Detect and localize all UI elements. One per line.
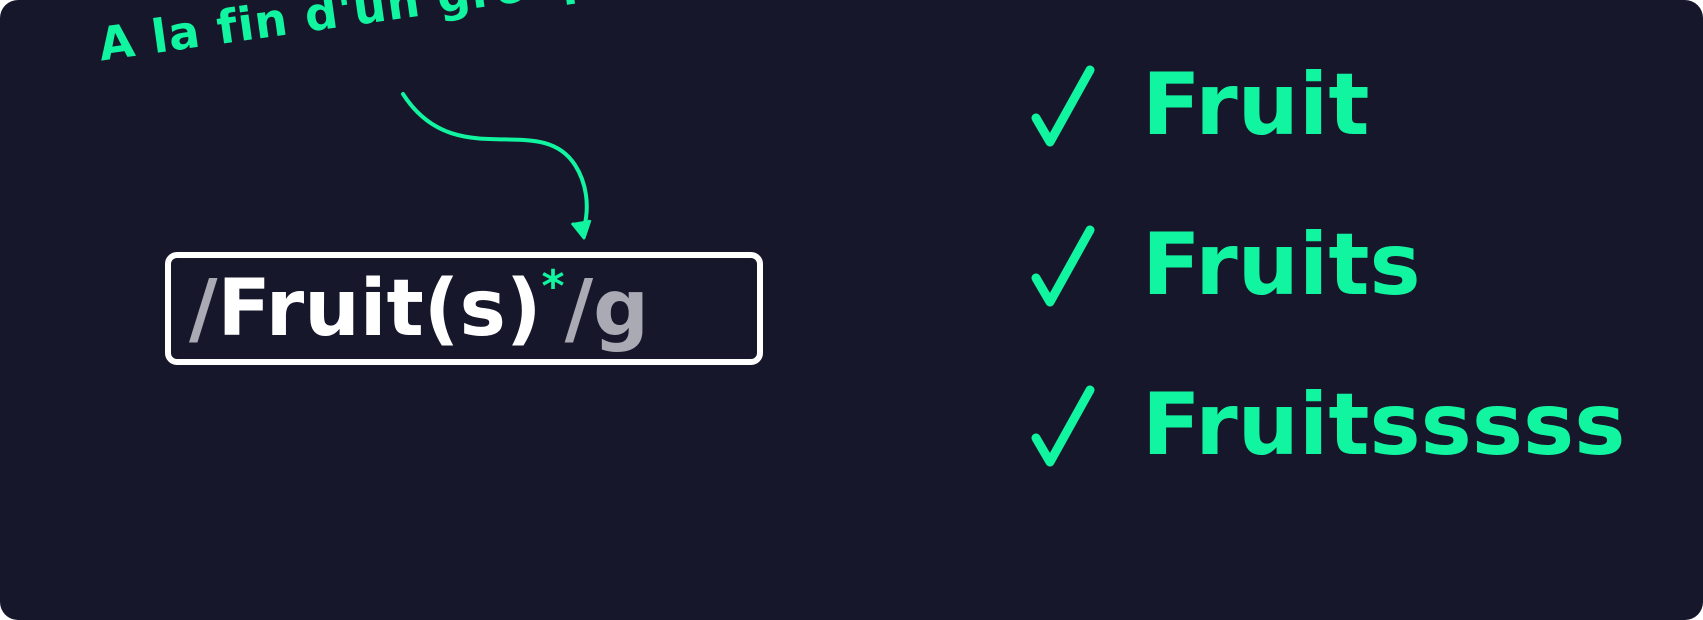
match-text: Fruitsssss xyxy=(1142,375,1626,475)
regex-close-slash: / xyxy=(564,263,594,354)
match-item: Fruits xyxy=(1030,222,1670,308)
match-text: Fruits xyxy=(1142,215,1421,315)
match-text: Fruit xyxy=(1142,55,1370,155)
regex-expression-box: / Fruit(s) * / g xyxy=(165,252,763,365)
regex-open-slash: / xyxy=(189,263,218,354)
regex-quantifier: * xyxy=(541,260,565,312)
check-icon xyxy=(1031,65,1095,147)
regex-pattern: Fruit(s) xyxy=(217,263,542,354)
match-list: Fruit Fruits Fruitsssss xyxy=(1030,62,1670,542)
arrow-head-icon xyxy=(570,219,592,240)
match-item: Fruit xyxy=(1030,62,1670,148)
check-icon xyxy=(1031,225,1095,307)
match-item: Fruitsssss xyxy=(1030,382,1670,468)
arrow-curve xyxy=(401,92,589,230)
annotation-label: A la fin d'un groupe xyxy=(95,0,629,72)
regex-flag: g xyxy=(593,263,649,354)
check-icon xyxy=(1031,385,1095,467)
